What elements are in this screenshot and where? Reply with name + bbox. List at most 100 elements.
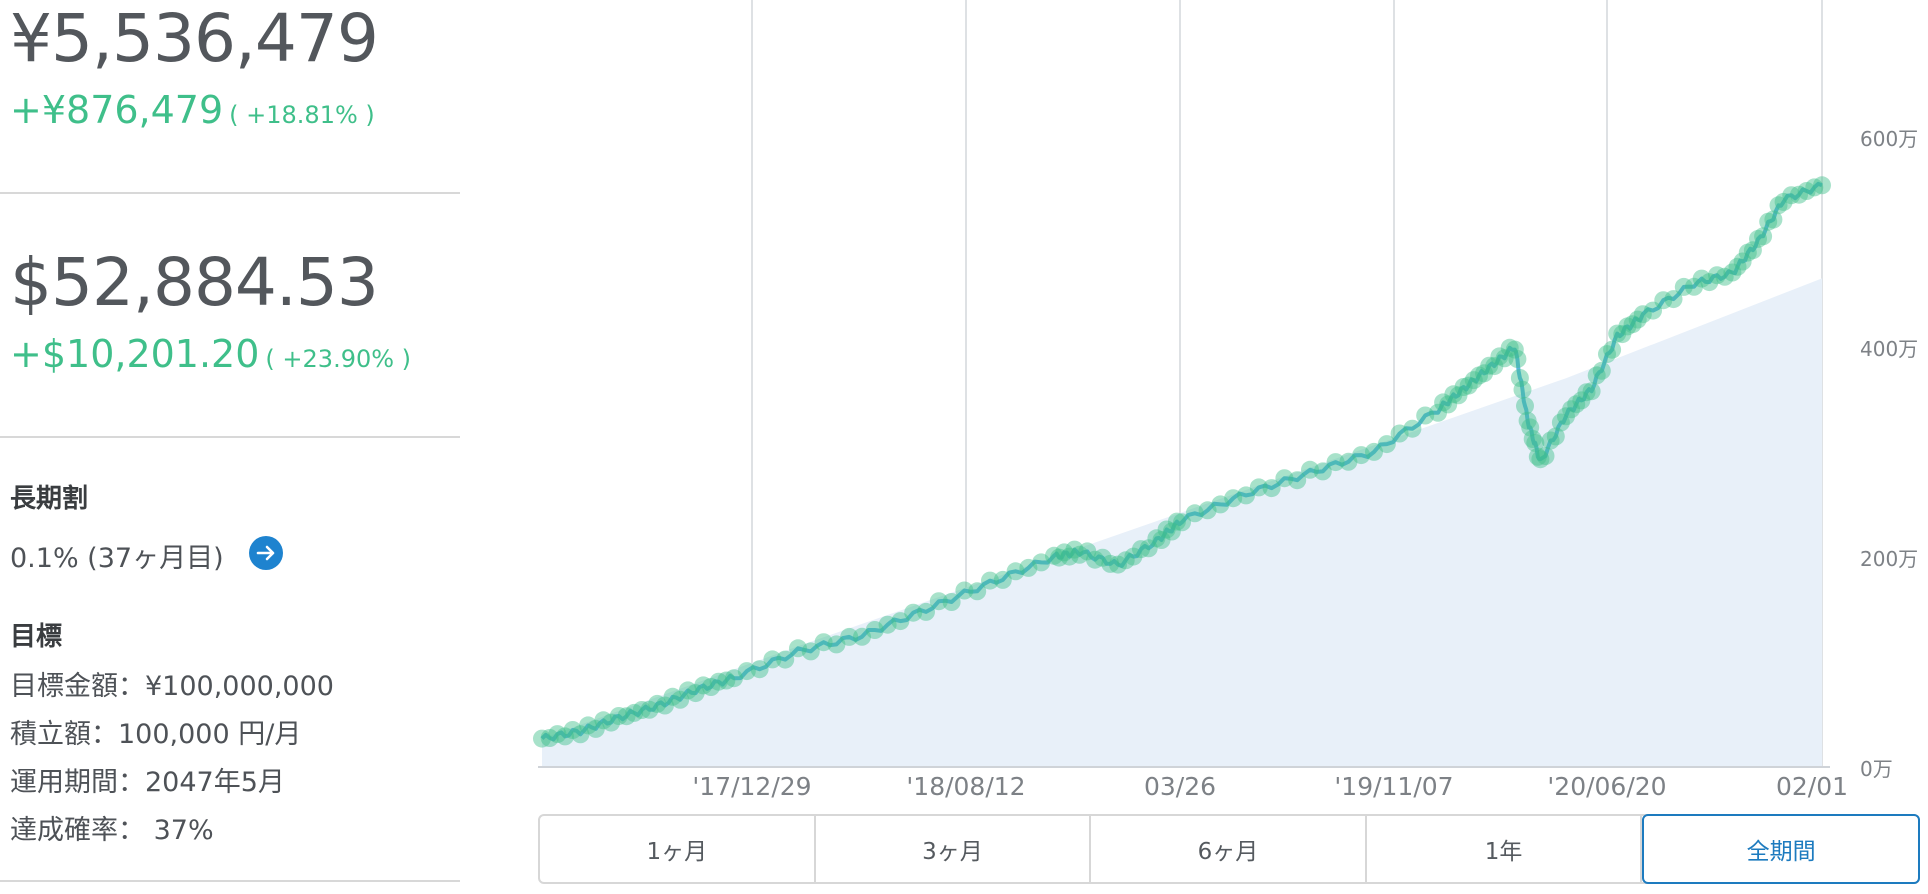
data-point — [540, 729, 559, 747]
data-point — [1167, 512, 1186, 531]
data-point — [1313, 462, 1332, 481]
data-point — [981, 571, 999, 590]
data-point — [1685, 277, 1703, 296]
data-point — [1523, 430, 1542, 448]
data-point — [556, 727, 574, 746]
data-point — [1623, 315, 1642, 334]
tab-1-month[interactable]: 1ヶ月 — [540, 816, 816, 882]
data-point — [1439, 395, 1458, 414]
data-point — [955, 581, 974, 600]
data-point — [993, 570, 1012, 589]
data-point — [1774, 192, 1793, 211]
data-point — [904, 603, 923, 622]
valuation-line — [540, 181, 1823, 742]
data-point — [709, 672, 728, 691]
data-point — [1613, 325, 1632, 344]
data-point — [1541, 431, 1560, 450]
data-point — [1518, 411, 1537, 430]
data-point — [1403, 419, 1422, 438]
data-point — [563, 721, 582, 739]
data-point — [1157, 520, 1176, 539]
data-point — [1464, 371, 1483, 390]
data-point — [686, 684, 705, 703]
x-tick-label: '17/12/29 — [692, 772, 812, 801]
data-point — [1510, 369, 1529, 387]
data-point — [1521, 418, 1540, 437]
data-point — [942, 593, 961, 611]
data-point — [1513, 380, 1532, 399]
data-point — [1582, 382, 1601, 401]
discount-heading: 長期割 — [10, 484, 89, 514]
data-point — [1185, 504, 1204, 523]
data-point — [1459, 376, 1478, 395]
data-point — [1700, 273, 1719, 292]
data-point — [1198, 501, 1217, 520]
data-point — [1480, 356, 1499, 375]
data-point — [1475, 364, 1494, 383]
data-point — [1449, 386, 1468, 405]
data-point — [1664, 290, 1683, 309]
data-point — [1813, 176, 1831, 195]
tab-all-period[interactable]: 全期間 — [1642, 814, 1920, 884]
goal-amount: 目標金額：¥100,000,000 — [10, 671, 334, 702]
divider — [0, 880, 460, 882]
data-point — [1526, 434, 1545, 452]
x-tick-label: '20/06/20 — [1547, 772, 1667, 801]
data-point — [1101, 554, 1120, 573]
data-point — [1500, 338, 1519, 357]
discount-detail-button[interactable] — [249, 536, 283, 570]
data-point — [678, 681, 697, 700]
goal-probability: 達成確率： 37% — [10, 815, 214, 846]
data-point — [1301, 460, 1319, 479]
data-point — [1124, 547, 1143, 566]
jpy-total-value: ¥5,536,479 — [10, 0, 379, 77]
usd-gain: +$10,201.20( +23.90% ) — [10, 334, 411, 379]
tab-1-year[interactable]: 1年 — [1367, 816, 1643, 882]
tab-3-months[interactable]: 3ヶ月 — [816, 816, 1092, 882]
data-point — [865, 621, 884, 639]
data-point — [1490, 347, 1509, 366]
data-point — [1070, 545, 1089, 564]
data-point — [1715, 267, 1734, 286]
data-point — [1365, 442, 1383, 461]
period-tabs: 1ヶ月 3ヶ月 6ヶ月 1年 全期間 — [538, 814, 1920, 884]
data-point — [1536, 447, 1555, 465]
data-point — [1628, 310, 1647, 329]
data-point — [1132, 540, 1150, 559]
data-point — [1060, 547, 1079, 566]
discount-value: 0.1% (37ヶ月目) — [10, 543, 224, 574]
data-point — [1738, 243, 1757, 262]
data-point — [571, 725, 590, 744]
goal-heading: 目標 — [10, 622, 63, 652]
data-point — [929, 592, 948, 611]
data-point — [1495, 349, 1514, 368]
y-tick-label: 600万 — [1860, 126, 1919, 151]
data-point — [548, 725, 567, 744]
data-point — [1485, 357, 1504, 376]
data-point — [1162, 522, 1181, 541]
data-point — [1109, 555, 1127, 574]
data-point — [1390, 424, 1409, 443]
data-point — [1577, 383, 1596, 402]
y-tick-label: 200万 — [1860, 546, 1919, 571]
data-point — [1769, 196, 1788, 215]
data-point — [1032, 553, 1051, 572]
data-point — [1692, 269, 1711, 288]
data-point — [1152, 531, 1171, 549]
data-point — [737, 662, 756, 681]
data-point — [1516, 396, 1534, 415]
data-point — [1288, 471, 1307, 490]
jpy-gain-amount: +¥876,479 — [10, 88, 224, 132]
data-point — [968, 582, 987, 601]
data-point — [1377, 435, 1396, 454]
data-point — [1454, 378, 1473, 396]
data-point — [1055, 543, 1074, 562]
divider — [0, 192, 460, 194]
data-point — [1093, 548, 1112, 567]
data-point — [1505, 340, 1524, 359]
tab-6-months[interactable]: 6ヶ月 — [1091, 816, 1367, 882]
data-point — [1050, 548, 1069, 567]
data-point — [1790, 185, 1808, 204]
data-point — [609, 707, 628, 725]
